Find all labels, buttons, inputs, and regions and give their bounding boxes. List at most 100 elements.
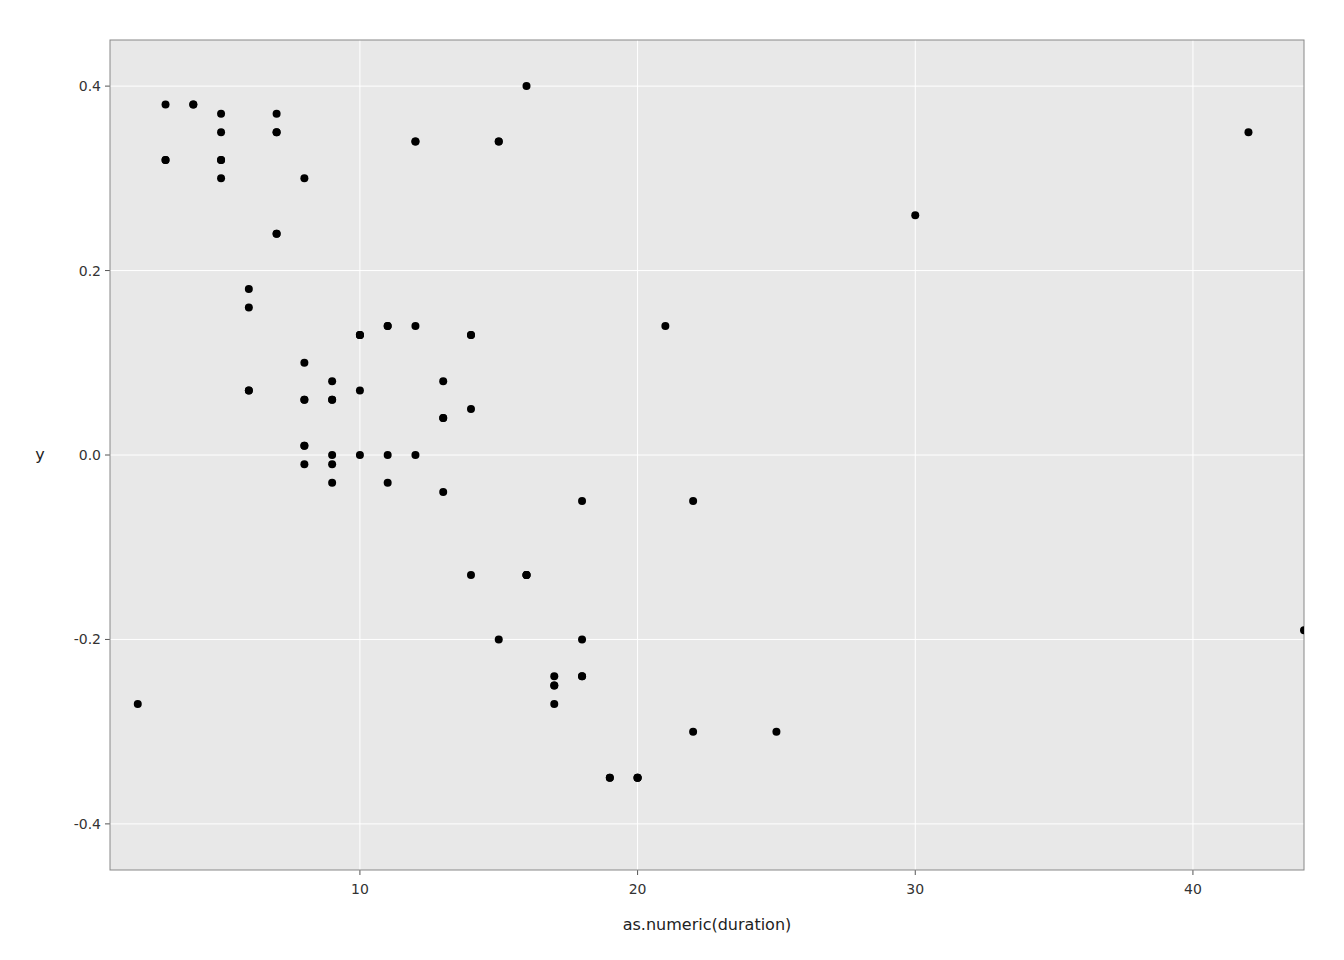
grid — [110, 40, 1304, 870]
point — [439, 488, 447, 496]
point — [356, 331, 364, 339]
point — [578, 497, 586, 505]
point — [523, 571, 531, 579]
point — [1244, 128, 1252, 136]
point — [245, 386, 253, 394]
y-tick — [105, 86, 110, 87]
y-grid-line — [110, 639, 1304, 640]
point — [523, 571, 531, 579]
point — [634, 774, 642, 782]
x-tick-label: 40 — [1184, 881, 1202, 897]
x-tick-label: 10 — [351, 881, 369, 897]
point — [550, 672, 558, 680]
point — [328, 396, 336, 404]
point — [300, 396, 308, 404]
point — [217, 156, 225, 164]
x-tick — [1192, 870, 1193, 875]
x-tick — [915, 870, 916, 875]
point — [523, 571, 531, 579]
y-grid-line — [110, 455, 1304, 456]
point — [467, 331, 475, 339]
point — [495, 635, 503, 643]
y-tick-label: -0.4 — [74, 816, 101, 832]
axes: 10203040-0.4-0.20.00.20.4 — [74, 78, 1202, 897]
point — [300, 359, 308, 367]
point — [495, 137, 503, 145]
point — [384, 451, 392, 459]
point — [578, 672, 586, 680]
x-tick-label: 30 — [906, 881, 924, 897]
plot-background — [110, 40, 1304, 870]
x-axis-label: as.numeric(duration) — [623, 915, 792, 934]
point — [162, 101, 170, 109]
point — [911, 211, 919, 219]
point — [634, 774, 642, 782]
y-tick-label: -0.2 — [74, 631, 101, 647]
point — [550, 682, 558, 690]
point — [356, 386, 364, 394]
y-tick — [105, 270, 110, 271]
point — [189, 101, 197, 109]
point — [411, 137, 419, 145]
point — [328, 377, 336, 385]
point — [356, 451, 364, 459]
point — [661, 322, 669, 330]
point — [578, 635, 586, 643]
point — [439, 414, 447, 422]
point — [162, 156, 170, 164]
point — [411, 451, 419, 459]
point — [217, 128, 225, 136]
point — [189, 101, 197, 109]
y-tick — [105, 455, 110, 456]
point — [384, 322, 392, 330]
point — [689, 497, 697, 505]
y-grid-line — [110, 823, 1304, 824]
point — [467, 405, 475, 413]
points — [134, 82, 1304, 782]
point — [550, 700, 558, 708]
point — [606, 774, 614, 782]
point — [578, 672, 586, 680]
point — [300, 396, 308, 404]
point — [356, 331, 364, 339]
point — [273, 230, 281, 238]
point — [273, 128, 281, 136]
point — [439, 414, 447, 422]
point — [411, 137, 419, 145]
point — [356, 331, 364, 339]
point — [245, 303, 253, 311]
point — [245, 285, 253, 293]
point — [300, 442, 308, 450]
point — [523, 82, 531, 90]
point — [273, 230, 281, 238]
point — [217, 174, 225, 182]
y-tick-label: 0.4 — [79, 78, 101, 94]
point — [634, 774, 642, 782]
y-axis-label: y — [35, 445, 44, 464]
point — [384, 322, 392, 330]
point — [467, 571, 475, 579]
point — [606, 774, 614, 782]
point — [273, 128, 281, 136]
point — [162, 156, 170, 164]
y-tick — [105, 823, 110, 824]
y-grid-line — [110, 86, 1304, 87]
x-tick-label: 20 — [629, 881, 647, 897]
point — [411, 322, 419, 330]
x-tick — [637, 870, 638, 875]
point — [328, 396, 336, 404]
point — [300, 442, 308, 450]
y-tick — [105, 639, 110, 640]
chart: 10203040-0.4-0.20.00.20.4as.numeric(dura… — [0, 0, 1344, 960]
point — [217, 156, 225, 164]
point — [328, 460, 336, 468]
x-tick — [359, 870, 360, 875]
point — [328, 451, 336, 459]
point — [772, 728, 780, 736]
point — [439, 377, 447, 385]
point — [217, 110, 225, 118]
y-tick-label: 0.2 — [79, 263, 101, 279]
point — [1300, 626, 1304, 634]
point — [245, 386, 253, 394]
point — [495, 137, 503, 145]
